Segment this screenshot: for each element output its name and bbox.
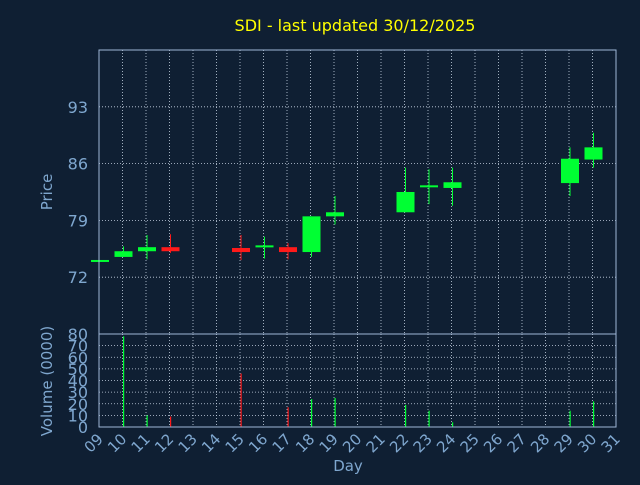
volume-grid (98, 333, 617, 428)
x-tick-label: 21 (363, 430, 389, 456)
volume-bar (311, 399, 313, 427)
x-tick-label: 26 (480, 430, 506, 456)
chart-title: SDI - last updated 30/12/2025 (235, 16, 476, 35)
volume-axis-label: Volume (0000) (38, 326, 56, 436)
x-tick-label: 12 (151, 430, 177, 456)
candle-body (138, 247, 156, 252)
x-tick-label: 30 (574, 430, 600, 456)
x-tick-label: 16 (245, 430, 271, 456)
x-tick-label: 22 (386, 430, 412, 456)
x-tick-label: 23 (410, 430, 436, 456)
x-tick-label: 14 (198, 430, 224, 456)
volume-tick-label: 70 (68, 337, 88, 356)
candle-body (279, 247, 297, 253)
price-grid (98, 50, 617, 334)
candle-body (396, 192, 415, 213)
volume-bar (405, 404, 407, 427)
price-candles (91, 132, 603, 262)
x-tick-label: 19 (316, 430, 342, 456)
candle-body (326, 212, 344, 217)
x-axis: 0910111213141516171819202122232425262728… (81, 430, 624, 456)
x-tick-label: 24 (433, 430, 459, 456)
volume-bar (334, 397, 336, 427)
volume-tick-label: 60 (68, 348, 88, 367)
volume-bars (123, 336, 595, 427)
candle-body (161, 247, 180, 252)
price-tick-label: 72 (68, 268, 88, 287)
volume-tick-label: 30 (68, 383, 88, 402)
x-axis-label: Day (333, 457, 363, 475)
volume-bar (146, 415, 148, 427)
candle-body (232, 247, 250, 253)
x-tick-label: 20 (339, 430, 365, 456)
x-tick-label: 17 (269, 430, 295, 456)
volume-bar (240, 373, 242, 427)
price-tick-label: 79 (68, 211, 88, 230)
x-tick-label: 15 (222, 430, 248, 456)
x-tick-label: 29 (551, 430, 577, 456)
volume-bar (452, 422, 454, 427)
candle-body (91, 259, 109, 262)
x-tick-label: 25 (457, 430, 483, 456)
volume-tick-label: 0 (78, 418, 88, 437)
volume-tick-label: 10 (68, 406, 88, 425)
volume-bar (428, 410, 430, 427)
volume-bar (123, 336, 125, 427)
price-axis: 72 79 86 93 (68, 98, 88, 287)
x-tick-label: 13 (175, 430, 201, 456)
candle-body (443, 182, 462, 188)
volume-frame (98, 333, 617, 428)
candle-body (255, 245, 274, 248)
candle-body (114, 251, 133, 257)
candle-body (561, 158, 579, 184)
volume-bar (569, 410, 571, 427)
volume-bar (593, 401, 595, 427)
candle-body (302, 216, 321, 253)
x-tick-label: 11 (128, 430, 154, 456)
x-tick-label: 27 (504, 430, 530, 456)
volume-bar (287, 407, 289, 427)
candle-body (420, 185, 438, 188)
x-tick-label: 31 (598, 430, 624, 456)
candle-body (584, 147, 603, 160)
price-axis-label: Price (38, 174, 56, 211)
volume-tick-label: 50 (68, 360, 88, 379)
price-tick-label: 93 (68, 98, 88, 117)
volume-tick-label: 80 (68, 325, 88, 344)
x-tick-label: 18 (292, 430, 318, 456)
volume-bar (170, 416, 172, 427)
volume-tick-label: 20 (68, 395, 88, 414)
x-tick-label: 28 (527, 430, 553, 456)
volume-tick-label: 40 (68, 372, 88, 391)
price-tick-label: 86 (68, 155, 88, 174)
x-tick-label: 10 (104, 430, 130, 456)
